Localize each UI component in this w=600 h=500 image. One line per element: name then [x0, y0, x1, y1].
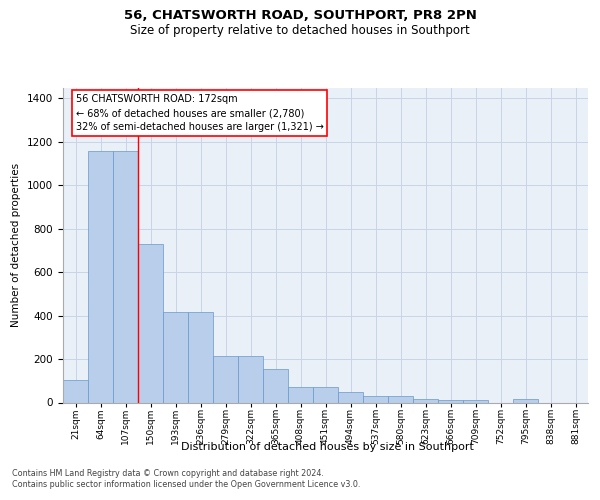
- Bar: [138, 244, 163, 402]
- Bar: [338, 392, 363, 402]
- Bar: [388, 396, 413, 402]
- Text: Contains public sector information licensed under the Open Government Licence v3: Contains public sector information licen…: [12, 480, 361, 489]
- Bar: [288, 388, 313, 402]
- Text: 56, CHATSWORTH ROAD, SOUTHPORT, PR8 2PN: 56, CHATSWORTH ROAD, SOUTHPORT, PR8 2PN: [124, 9, 476, 22]
- Bar: [63, 380, 88, 402]
- Bar: [438, 400, 463, 402]
- Bar: [313, 388, 338, 402]
- Text: 56 CHATSWORTH ROAD: 172sqm
← 68% of detached houses are smaller (2,780)
32% of s: 56 CHATSWORTH ROAD: 172sqm ← 68% of deta…: [76, 94, 323, 132]
- Bar: [263, 369, 288, 402]
- Bar: [163, 312, 188, 402]
- Bar: [363, 396, 388, 402]
- Bar: [513, 399, 538, 402]
- Bar: [413, 398, 438, 402]
- Bar: [213, 356, 238, 403]
- Text: Distribution of detached houses by size in Southport: Distribution of detached houses by size …: [181, 442, 473, 452]
- Bar: [188, 312, 213, 402]
- Bar: [88, 150, 113, 402]
- Text: Contains HM Land Registry data © Crown copyright and database right 2024.: Contains HM Land Registry data © Crown c…: [12, 469, 324, 478]
- Bar: [238, 356, 263, 403]
- Bar: [463, 400, 488, 402]
- Y-axis label: Number of detached properties: Number of detached properties: [11, 163, 22, 327]
- Text: Size of property relative to detached houses in Southport: Size of property relative to detached ho…: [130, 24, 470, 37]
- Bar: [113, 150, 138, 402]
